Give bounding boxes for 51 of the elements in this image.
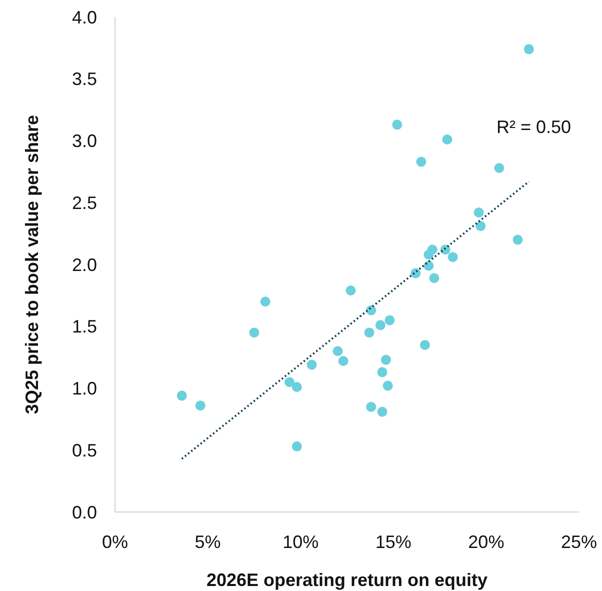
point xyxy=(338,356,348,366)
point xyxy=(249,328,260,338)
point xyxy=(292,382,302,392)
point xyxy=(292,441,302,452)
point xyxy=(410,268,421,278)
point xyxy=(474,208,484,218)
x-axis-title: 2026E operating return on equity xyxy=(206,570,488,590)
x-tick-label: 10% xyxy=(282,532,319,552)
point xyxy=(384,315,395,326)
point xyxy=(377,406,388,417)
y-tick-label: 3.5 xyxy=(72,69,97,90)
point xyxy=(366,402,376,412)
x-tick-label: 20% xyxy=(468,532,504,552)
point xyxy=(524,44,534,54)
y-tick-label: 2.5 xyxy=(72,192,97,213)
annotation: R² = 0.50 xyxy=(496,117,571,137)
point xyxy=(429,273,440,284)
point xyxy=(494,162,504,173)
y-tick-label: 1.5 xyxy=(72,316,97,337)
y-tick-label: 0.5 xyxy=(72,440,97,460)
point xyxy=(448,252,458,262)
point xyxy=(424,260,434,271)
point xyxy=(306,360,317,370)
point xyxy=(392,120,402,130)
point xyxy=(476,221,486,232)
point xyxy=(284,377,294,388)
y-tick-label: 4.0 xyxy=(72,7,97,28)
point xyxy=(424,250,434,260)
point xyxy=(195,400,206,411)
point xyxy=(380,354,391,365)
y-tick-label: 0.0 xyxy=(72,502,97,522)
point xyxy=(260,296,270,307)
x-tick-label: 5% xyxy=(194,532,221,552)
point xyxy=(512,234,523,245)
y-tick-label: 1.0 xyxy=(72,378,97,399)
point xyxy=(382,380,393,391)
x-tick-label: 25% xyxy=(560,532,598,552)
point xyxy=(377,367,388,378)
y-tick-label: 3.0 xyxy=(72,131,97,152)
point xyxy=(442,134,452,145)
point xyxy=(420,340,430,350)
y-tick-label: 2.0 xyxy=(72,254,97,275)
y-axis-title: 3Q25 price to book value per share xyxy=(22,114,42,414)
point xyxy=(375,320,386,330)
point xyxy=(416,156,426,167)
point xyxy=(364,328,374,338)
x-tick-label: 15% xyxy=(375,532,412,552)
point xyxy=(332,346,343,356)
x-tick-label: 0% xyxy=(102,532,128,552)
point xyxy=(176,390,187,401)
point xyxy=(346,285,356,296)
